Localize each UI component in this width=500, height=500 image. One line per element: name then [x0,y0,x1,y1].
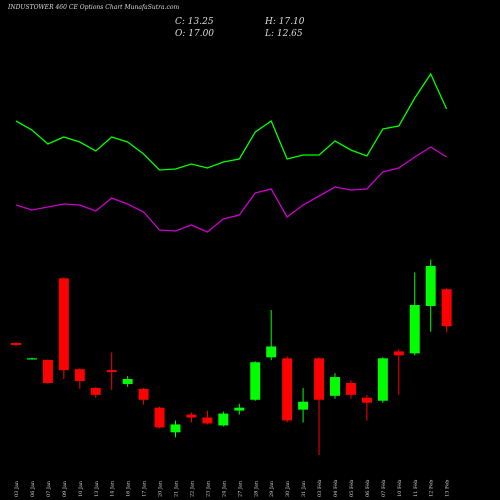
stat: L: 12.65 [264,29,303,39]
candle-body [42,359,53,383]
candle-body [314,358,325,400]
candle-body [345,382,356,395]
x-tick-label: 06 Feb [365,480,371,497]
x-tick-label: 12 Feb [429,480,435,497]
stat: C: 13.25 [175,17,214,27]
x-tick-label: 09 Jan [62,480,68,497]
candle-body [202,417,213,424]
x-tick-label: 13 Jan [94,480,100,497]
x-tick-label: 13 Feb [445,480,451,497]
x-tick-label: 29 Jan [269,480,275,497]
candle-body [218,413,229,426]
candle-body [138,388,149,400]
x-tick-label: 21 Jan [174,480,180,497]
x-tick-label: 31 Jan [301,480,307,497]
candle-body [441,289,452,327]
stat: H: 17.10 [264,17,305,27]
x-tick-label: 07 Jan [46,480,52,497]
chart-title: INDUSTOWER 460 CE Options Chart MunafaSu… [7,4,179,11]
x-tick-label: 28 Jan [253,480,259,497]
candle-body [234,407,245,411]
candle-body [106,370,117,373]
candle-body [122,379,133,384]
x-tick-label: 30 Jan [285,480,291,497]
stat: O: 17.00 [175,29,214,39]
x-tick-label: 14 Jan [110,480,116,497]
x-tick-label: 06 Jan [30,480,36,497]
candle-body [409,305,420,354]
candle-body [282,358,293,421]
candle-body [377,358,388,401]
candle-body [154,407,165,428]
x-tick-label: 17 Jan [142,480,148,497]
ma-line [15,72,448,171]
candle-body [330,377,340,396]
x-tick-label: 20 Jan [158,480,164,497]
x-tick-label: 10 Feb [397,480,403,497]
candle-body [250,362,261,400]
ma-line [15,146,447,233]
candle-body [90,387,101,395]
x-tick-label: 07 Feb [381,480,387,497]
x-tick-label: 03 Jan [14,480,20,497]
candle-body [170,424,181,433]
x-tick-label: 11 Feb [413,480,419,497]
candle-body [393,351,404,356]
x-tick-label: 23 Jan [205,480,211,497]
candle-body [361,397,372,403]
candle-body [26,358,37,360]
x-tick-label: 05 Feb [349,480,355,497]
candle-body [266,346,277,358]
candle-body [186,414,197,418]
candle-body [298,401,309,410]
x-tick-label: 04 Feb [333,480,339,497]
candle-body [11,343,21,345]
x-tick-label: 16 Jan [126,480,132,497]
x-tick-label: 22 Jan [189,480,195,497]
candle-body [74,369,85,382]
x-tick-label: 10 Jan [78,480,84,497]
candle-body [425,266,436,306]
x-tick-label: 03 Feb [317,480,323,497]
x-tick-label: 24 Jan [221,480,227,497]
candle-body [58,278,69,371]
x-tick-label: 27 Jan [237,480,243,497]
